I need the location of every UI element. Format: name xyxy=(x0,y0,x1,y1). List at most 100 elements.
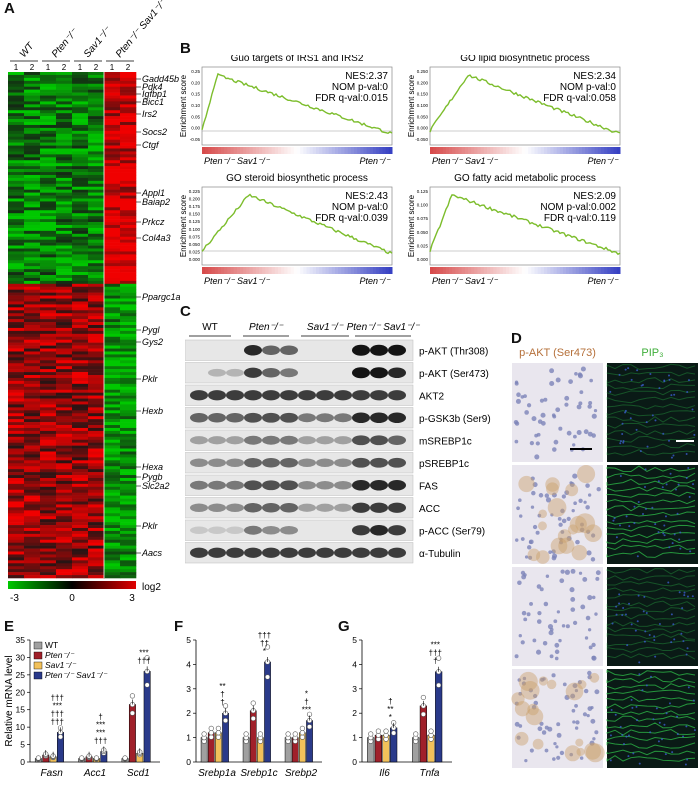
heatmap-cell xyxy=(88,289,105,293)
micro-if-membrane xyxy=(606,669,696,677)
heatmap-cell xyxy=(8,386,25,391)
micro-nucleus xyxy=(539,721,544,726)
heatmap-cell xyxy=(24,174,41,179)
heatmap-cell xyxy=(72,310,89,314)
heatmap-cell xyxy=(24,172,41,176)
heatmap-cell xyxy=(56,207,73,211)
heatmap-cell xyxy=(72,386,89,391)
heatmap-cell xyxy=(72,469,89,473)
micro-if-membrane xyxy=(606,485,696,492)
gsea-rank-cell xyxy=(338,147,342,154)
micro-if-nucleus xyxy=(643,640,646,643)
heatmap-cell xyxy=(56,372,73,376)
heatmap-cell xyxy=(88,254,105,258)
heatmap-cell xyxy=(72,342,89,346)
heatmap-cell xyxy=(56,357,73,361)
heatmap-cell xyxy=(8,572,25,576)
heatmap-cell xyxy=(8,198,25,202)
heatmap-cell xyxy=(120,477,137,482)
heatmap-cell xyxy=(8,298,25,302)
heatmap-cell xyxy=(120,80,137,85)
heatmap-cell xyxy=(24,372,41,376)
western-band xyxy=(262,458,280,468)
western-band xyxy=(316,413,334,423)
heatmap-cell xyxy=(8,575,25,579)
micro-nucleus xyxy=(538,493,544,498)
heatmap-cell xyxy=(40,195,57,199)
heatmap-cell xyxy=(8,183,25,188)
heatmap-cell xyxy=(56,345,73,349)
gsea-rank-cell xyxy=(540,147,545,154)
micro-nucleus xyxy=(594,612,598,616)
gsea-rank-cell xyxy=(556,147,561,154)
bar-category-label: Srebp2 xyxy=(285,768,318,779)
heatmap-cell xyxy=(72,375,89,379)
heatmap-cell xyxy=(120,301,137,305)
heatmap-cell xyxy=(104,513,121,517)
micro-nucleus xyxy=(528,540,533,544)
micro-nucleus xyxy=(583,429,589,435)
heatmap-cell xyxy=(56,251,73,255)
micro-nucleus xyxy=(558,426,563,431)
micro-nucleus xyxy=(554,642,560,648)
heatmap-cell xyxy=(104,422,121,426)
micro-if-nucleus xyxy=(625,735,628,738)
bar-ytick-label: 3 xyxy=(186,684,191,694)
bar-point xyxy=(299,725,305,731)
micro-if-nucleus xyxy=(643,485,646,488)
heatmap-cell xyxy=(40,330,57,335)
heatmap-cell xyxy=(120,448,137,452)
heatmap-cell xyxy=(120,542,137,546)
micro-nucleus xyxy=(583,500,587,504)
micro-nucleus xyxy=(580,604,586,610)
micro-if-nucleus xyxy=(684,763,687,766)
western-group-label: Sav1⁻/⁻ xyxy=(307,322,344,333)
micro-nucleus xyxy=(589,378,593,383)
heatmap-cell xyxy=(120,119,137,123)
gsea-rank-cell xyxy=(433,267,437,274)
heatmap-cell xyxy=(88,154,105,158)
heatmap-cell xyxy=(40,230,57,235)
heatmap-cell xyxy=(104,80,121,85)
micro-if-nucleus xyxy=(667,374,670,377)
heatmap-cell xyxy=(72,260,89,264)
micro-if-membrane xyxy=(606,568,696,575)
gsea-rank-cell xyxy=(373,147,377,154)
gsea-rank-cell xyxy=(474,147,478,154)
heatmap-cell xyxy=(120,239,137,243)
gsea-rank-cell xyxy=(610,267,615,274)
heatmap-cell xyxy=(56,339,73,343)
heatmap-cell xyxy=(120,386,137,391)
micro-if-membrane xyxy=(606,607,696,613)
micro-if-nucleus xyxy=(673,638,676,641)
micro-stain-patch xyxy=(546,482,559,496)
micro-if-nucleus xyxy=(615,605,618,608)
bar-category-label: Srebp1a xyxy=(198,768,236,779)
gsea-rank-cell xyxy=(518,147,523,154)
micro-nucleus xyxy=(548,550,552,554)
heatmap-cell xyxy=(8,551,25,555)
heatmap-cell xyxy=(40,454,57,458)
heatmap-cell xyxy=(56,189,73,193)
heatmap-cell xyxy=(8,366,25,370)
heatmap-cell xyxy=(8,98,25,102)
micro-nucleus xyxy=(532,524,538,530)
heatmap-scale-min: -3 xyxy=(10,593,19,604)
micro-nucleus xyxy=(528,688,534,693)
micro-nucleus xyxy=(528,555,533,560)
heatmap-cell xyxy=(88,519,105,523)
heatmap-cell xyxy=(24,536,41,541)
heatmap-cell xyxy=(24,348,41,352)
heatmap-cell xyxy=(56,407,73,411)
heatmap-cell xyxy=(72,542,89,546)
heatmap-gene-label: Prkcz xyxy=(142,217,165,227)
heatmap-cell xyxy=(40,142,57,146)
heatmap-cell xyxy=(24,407,41,411)
bar-point xyxy=(93,755,100,761)
heatmap-cell xyxy=(40,560,57,564)
micro-nucleus xyxy=(560,569,565,574)
heatmap-cell xyxy=(56,269,73,273)
heatmap-cell xyxy=(104,533,121,538)
heatmap-cell xyxy=(104,316,121,320)
gsea-rank-cell xyxy=(274,147,279,154)
